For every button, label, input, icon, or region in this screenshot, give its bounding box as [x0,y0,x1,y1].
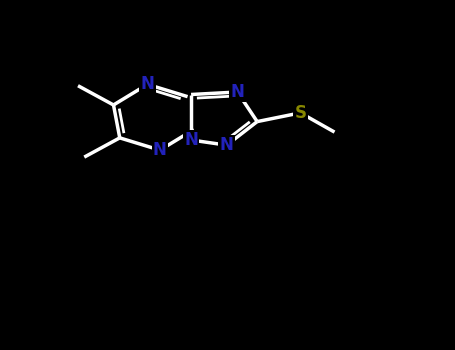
Text: S: S [294,104,306,122]
Text: N: N [141,75,154,93]
Text: N: N [184,131,198,149]
Text: N: N [220,136,233,154]
Text: N: N [153,141,167,159]
Text: N: N [231,83,244,101]
